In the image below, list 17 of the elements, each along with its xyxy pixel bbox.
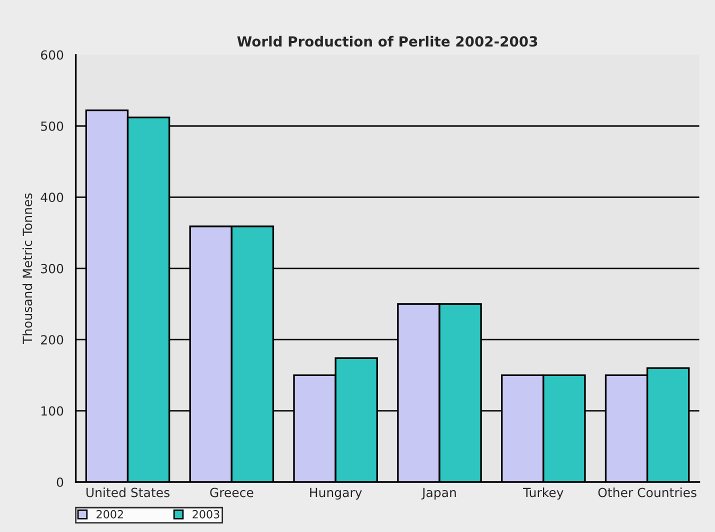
x-tick-label: Turkey — [523, 488, 564, 500]
chart-title: World Production of Perlite 2002-2003 — [237, 36, 538, 47]
y-tick-label: 0 — [56, 477, 64, 487]
x-tick-label: Japan — [421, 488, 456, 500]
x-tick-label: Greece — [210, 488, 254, 498]
y-tick-label: 200 — [41, 335, 64, 345]
x-tick-label: United States — [86, 488, 170, 498]
x-tick-label: Hungary — [310, 488, 362, 500]
legend-label: 2002 — [96, 510, 123, 518]
y-axis-title: Thousand Metric Tonnes — [22, 193, 32, 344]
y-tick-label: 300 — [41, 264, 64, 274]
y-tick-label: 500 — [41, 121, 64, 131]
y-tick-label: 100 — [42, 406, 64, 416]
x-tick-label: Other Countries — [598, 488, 696, 498]
legend-label: 2003 — [192, 510, 220, 518]
y-tick-label: 600 — [41, 50, 64, 60]
y-tick-label: 400 — [40, 192, 64, 202]
